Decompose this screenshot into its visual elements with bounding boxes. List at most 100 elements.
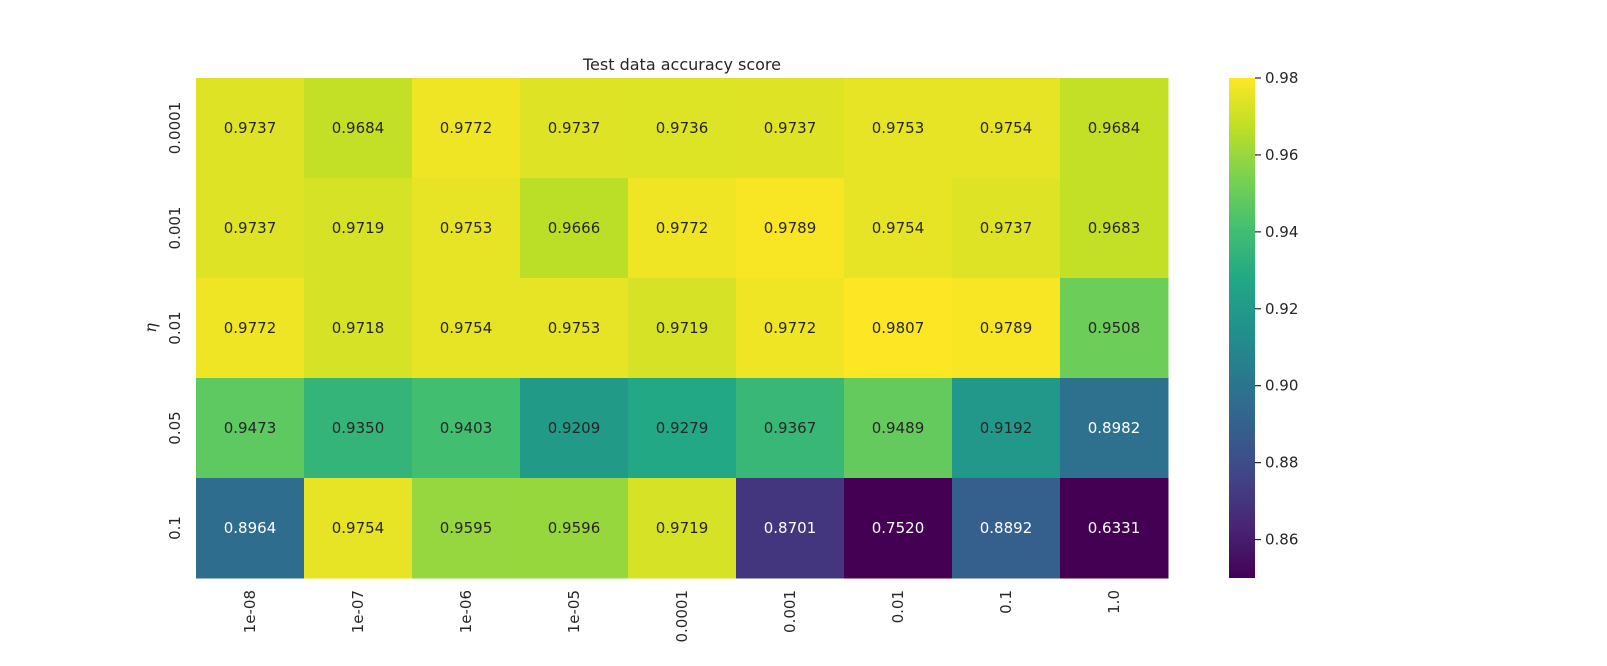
x-tick-label: 1.0 <box>1105 590 1123 614</box>
heatmap-cell <box>628 78 737 179</box>
heatmap-cell <box>844 278 953 379</box>
cell-value-label: 0.9807 <box>872 319 925 337</box>
heatmap-cell <box>196 278 305 379</box>
heatmap-cell <box>736 178 845 279</box>
x-tick-label: 1e-08 <box>241 590 259 633</box>
cell-value-label: 0.9737 <box>548 119 601 137</box>
heatmap-cell <box>520 478 629 579</box>
cell-value-label: 0.6331 <box>1088 519 1141 537</box>
heatmap-cell <box>304 278 413 379</box>
cell-value-label: 0.9772 <box>764 319 817 337</box>
colorbar-tick-label: 0.90 <box>1265 377 1298 395</box>
heatmap-cell <box>952 278 1061 379</box>
cell-value-label: 0.9719 <box>656 319 709 337</box>
heatmap-cell <box>844 478 953 579</box>
cell-value-label: 0.9737 <box>980 219 1033 237</box>
colorbar-gradient <box>1229 78 1255 578</box>
cell-value-label: 0.9666 <box>548 219 601 237</box>
cell-value-label: 0.8964 <box>224 519 277 537</box>
colorbar-tick-label: 0.96 <box>1265 146 1298 164</box>
heatmap-cell <box>628 478 737 579</box>
cell-value-label: 0.9684 <box>1088 119 1141 137</box>
heatmap-cell <box>1060 378 1169 479</box>
heatmap-cell <box>628 178 737 279</box>
cell-value-label: 0.9279 <box>656 419 709 437</box>
heatmap-cells: 0.9737 0.9684 0.9772 0.9737 0.9736 0.9737 0.97… <box>196 78 1169 579</box>
cell-value-label: 0.9754 <box>980 119 1033 137</box>
heatmap-cell <box>196 478 305 579</box>
x-tick-label: 1e-06 <box>457 590 475 633</box>
cell-value-label: 0.9683 <box>1088 219 1141 237</box>
y-axis-label: η <box>141 323 160 333</box>
cell-value-label: 0.9737 <box>224 119 277 137</box>
cell-value-label: 0.9737 <box>764 119 817 137</box>
cell-value-label: 0.9719 <box>656 519 709 537</box>
x-tick-label: 1e-07 <box>349 590 367 633</box>
heatmap-cell <box>520 378 629 479</box>
cell-value-label: 0.9772 <box>656 219 709 237</box>
cell-value-label: 0.9508 <box>1088 319 1141 337</box>
x-tick-label: 1e-05 <box>565 590 583 633</box>
cell-value-label: 0.8701 <box>764 519 817 537</box>
heatmap-cell <box>196 378 305 479</box>
y-tick-labels: 0.0001 0.001 0.01 0.05 0.1 <box>166 102 184 540</box>
heatmap-cell <box>304 178 413 279</box>
heatmap-cell <box>1060 478 1169 579</box>
heatmap-cell <box>628 378 737 479</box>
colorbar-tick-label: 0.92 <box>1265 300 1298 318</box>
cell-value-label: 0.7520 <box>872 519 925 537</box>
x-tick-labels: 1e-08 1e-07 1e-06 1e-05 0.0001 0.001 0.01 0.1 1.… <box>241 590 1123 643</box>
heatmap-cell <box>844 178 953 279</box>
cell-value-label: 0.9403 <box>440 419 493 437</box>
heatmap-cell <box>196 78 305 179</box>
heatmap-cell <box>412 78 521 179</box>
heatmap-cell <box>736 378 845 479</box>
cell-value-label: 0.9753 <box>440 219 493 237</box>
heatmap-cell <box>412 278 521 379</box>
heatmap-cell <box>520 78 629 179</box>
cell-value-label: 0.9754 <box>440 319 493 337</box>
heatmap-cell <box>952 478 1061 579</box>
heatmap-cell <box>736 278 845 379</box>
colorbar: 0.86 0.88 0.90 0.92 0.94 0.96 0.98 <box>1229 69 1298 578</box>
heatmap-cell <box>1060 278 1169 379</box>
cell-value-label: 0.9736 <box>656 119 709 137</box>
heatmap-cell <box>952 378 1061 479</box>
cell-value-label: 0.9596 <box>548 519 601 537</box>
cell-value-label: 0.9772 <box>440 119 493 137</box>
cell-value-label: 0.8982 <box>1088 419 1141 437</box>
cell-value-label: 0.9595 <box>440 519 493 537</box>
heatmap-cell <box>844 378 953 479</box>
y-tick-label: 0.05 <box>166 411 184 444</box>
cell-value-label: 0.9789 <box>764 219 817 237</box>
heatmap-cell <box>1060 178 1169 279</box>
cell-value-label: 0.9753 <box>872 119 925 137</box>
x-tick-label: 0.001 <box>781 590 799 633</box>
heatmap-cell <box>736 478 845 579</box>
y-tick-label: 0.01 <box>166 311 184 344</box>
cell-value-label: 0.9473 <box>224 419 277 437</box>
cell-value-label: 0.9489 <box>872 419 925 437</box>
cell-value-label: 0.9192 <box>980 419 1033 437</box>
cell-value-label: 0.9772 <box>224 319 277 337</box>
colorbar-tick-label: 0.88 <box>1265 454 1298 472</box>
heatmap-cell <box>628 278 737 379</box>
heatmap-cell <box>304 78 413 179</box>
heatmap-cell <box>304 478 413 579</box>
y-tick-label: 0.001 <box>166 207 184 250</box>
heatmap-cell <box>412 178 521 279</box>
heatmap-cell <box>196 178 305 279</box>
x-tick-label: 0.0001 <box>673 590 691 643</box>
cell-value-label: 0.8892 <box>980 519 1033 537</box>
x-tick-label: 0.1 <box>997 590 1015 614</box>
cell-value-label: 0.9737 <box>224 219 277 237</box>
cell-value-label: 0.9350 <box>332 419 385 437</box>
cell-value-label: 0.9367 <box>764 419 817 437</box>
cell-value-label: 0.9718 <box>332 319 385 337</box>
heatmap-cell <box>736 78 845 179</box>
heatmap-cell <box>1060 78 1169 179</box>
cell-value-label: 0.9789 <box>980 319 1033 337</box>
heatmap-cell <box>952 178 1061 279</box>
cell-value-label: 0.9684 <box>332 119 385 137</box>
heatmap-cell <box>412 478 521 579</box>
